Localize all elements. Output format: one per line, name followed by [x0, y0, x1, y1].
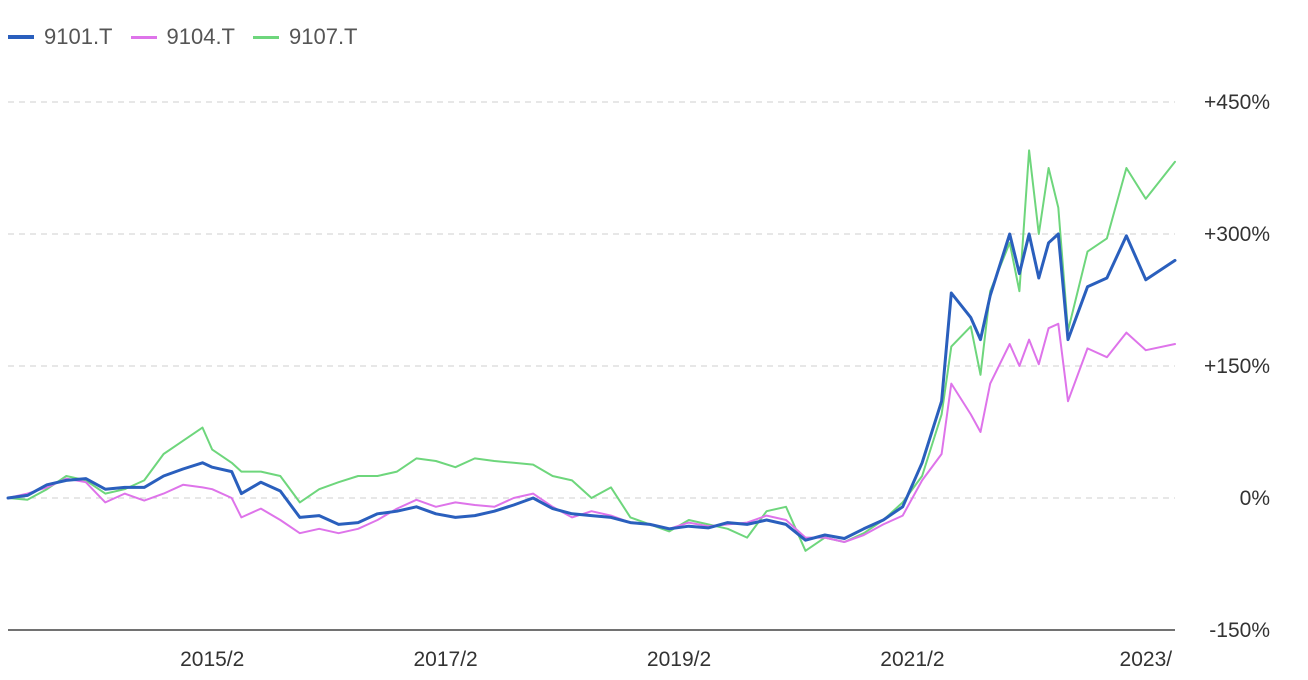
series-line-9107-T — [7, 149, 1176, 552]
legend-swatch-9104 — [130, 35, 157, 39]
y-axis-labels: +450% +300% +150% 0% -150% — [1204, 91, 1270, 642]
y-tick-label: +300% — [1204, 223, 1270, 246]
legend-item-9107[interactable]: 9107.T — [253, 24, 358, 50]
legend-item-9104[interactable]: 9104.T — [130, 24, 236, 50]
x-axis: 2015/2 2017/2 2019/2 2021/2 2023/ — [180, 648, 1172, 671]
x-tick-label: 2015/2 — [180, 648, 244, 671]
legend-swatch-9107 — [253, 35, 279, 39]
legend-item-9101[interactable]: 9101.T — [8, 24, 113, 50]
x-tick-label: 2021/2 — [880, 648, 944, 671]
series-line-9104-T — [7, 322, 1176, 543]
legend-swatch-9101 — [8, 35, 34, 39]
y-tick-label: +150% — [1204, 355, 1270, 378]
legend-label-9104: 9104.T — [166, 24, 236, 49]
x-tick-label: 2017/2 — [414, 648, 478, 671]
legend-label-9107: 9107.T — [289, 24, 358, 49]
x-tick-label: 2023/ — [1120, 648, 1173, 671]
x-tick-label: 2019/2 — [647, 648, 711, 671]
y-tick-label: -150% — [1209, 619, 1270, 642]
y-tick-label: +450% — [1204, 91, 1270, 114]
legend: 9101.T 9104.T 9107.T — [8, 24, 358, 50]
legend-label-9101: 9101.T — [44, 24, 113, 49]
series-line-9101-T — [6, 232, 1177, 542]
series-lines — [6, 149, 1177, 552]
y-tick-label: 0% — [1240, 487, 1270, 510]
